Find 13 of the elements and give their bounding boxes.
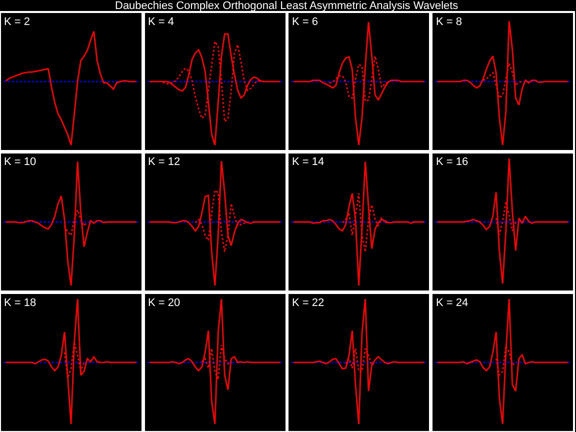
chart-title: K = 6 (292, 16, 318, 28)
chart-title: K = 24 (436, 297, 468, 309)
text: Daubechies Complex Orthogonal Least Asymmetric Analysis Wavelets (115, 0, 459, 12)
chart-title: K = 2 (4, 16, 30, 28)
chart-title: K = 10 (4, 156, 36, 168)
chart-title: K = 20 (148, 297, 180, 309)
chart-title: K = 4 (148, 16, 174, 28)
chart-title: K = 16 (436, 156, 468, 168)
chart-title: K = 8 (436, 16, 462, 28)
chart-title: K = 14 (292, 156, 324, 168)
chart-title: K = 12 (148, 156, 180, 168)
chart-title: K = 18 (4, 297, 36, 309)
chart-title: K = 22 (292, 297, 324, 309)
